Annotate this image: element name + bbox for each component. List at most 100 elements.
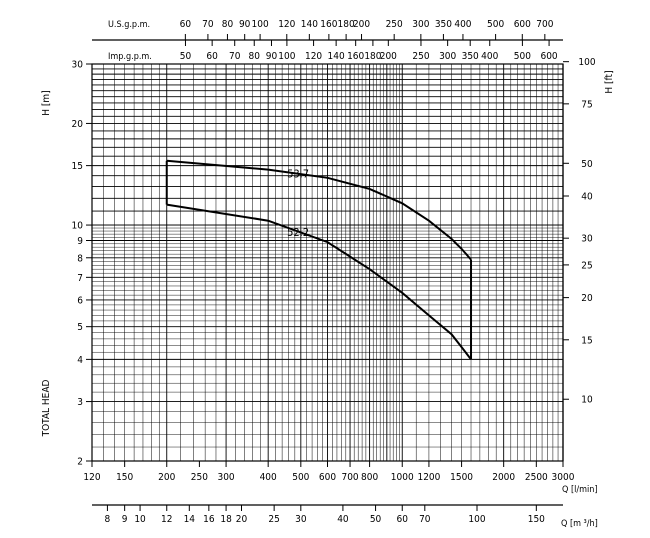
imp-gpm-tick-label: 100 xyxy=(278,51,295,62)
q-lmin-tick-label: 2000 xyxy=(492,472,515,483)
h-m-tick-label: 8 xyxy=(77,253,83,264)
h-m-tick-label: 5 xyxy=(77,322,83,333)
q-lmin-tick-label: 150 xyxy=(116,472,133,483)
imp-gpm-tick-label: 350 xyxy=(462,51,479,62)
total-head-label: TOTAL HEAD xyxy=(41,380,52,438)
q-m3h-tick-label: 25 xyxy=(268,514,279,525)
imp-gpm-tick-label: 160 xyxy=(347,51,364,62)
h-m-tick-label: 2 xyxy=(77,457,83,468)
us-gpm-tick-label: 250 xyxy=(386,19,403,30)
h-ft-tick-label: 40 xyxy=(581,192,593,203)
imp-gpm-tick-label: 90 xyxy=(266,51,278,62)
performance-curve-53-7 xyxy=(166,159,472,261)
us-gpm-tick-label: 600 xyxy=(514,19,531,30)
imp-gpm-tick-label: 180 xyxy=(364,51,381,62)
imp-gpm-tick-label: 140 xyxy=(328,51,345,62)
h-ft-tick-label: 10 xyxy=(581,395,593,406)
h-m-tick-label: 10 xyxy=(72,221,84,232)
q-m3h-axis-label: Q [m ³/h] xyxy=(561,519,598,529)
q-m3h-tick-label: 70 xyxy=(419,514,431,525)
us-gpm-tick-label: 70 xyxy=(202,19,214,30)
h-ft-tick-label: 50 xyxy=(581,159,593,170)
q-lmin-tick-label: 800 xyxy=(361,472,378,483)
q-m3h-tick-label: 30 xyxy=(295,514,307,525)
imp-gpm-tick-label: 60 xyxy=(206,51,218,62)
h-ft-tick-label: 25 xyxy=(581,260,592,271)
h-ft-tick-label: 100 xyxy=(578,57,595,68)
q-m3h-tick-label: 100 xyxy=(468,514,485,525)
imp-gpm-tick-label: 120 xyxy=(305,51,322,62)
h-ft-tick-label: 15 xyxy=(581,335,592,346)
q-m3h-tick-label: 8 xyxy=(105,514,111,525)
imp-gpm-tick-label: 500 xyxy=(514,51,531,62)
q-lmin-tick-label: 1500 xyxy=(450,472,473,483)
us-gpm-tick-label: 400 xyxy=(454,19,471,30)
us-gpm-tick-label: 100 xyxy=(252,19,269,30)
imp-gpm-tick-label: 600 xyxy=(540,51,557,62)
us-gpm-tick-label: 700 xyxy=(536,19,553,30)
us-gpm-tick-label: 60 xyxy=(180,19,192,30)
h-m-tick-label: 7 xyxy=(77,273,83,284)
imp-gpm-axis-label: Imp.g.p.m. xyxy=(108,52,152,62)
q-lmin-tick-label: 300 xyxy=(217,472,234,483)
us-gpm-tick-label: 120 xyxy=(278,19,295,30)
h-ft-tick-label: 75 xyxy=(581,99,592,110)
q-lmin-tick-label: 3000 xyxy=(552,472,575,483)
h-m-axis-label: H [m] xyxy=(41,90,52,115)
q-m3h-tick-label: 9 xyxy=(122,514,128,525)
q-lmin-tick-label: 200 xyxy=(158,472,175,483)
q-m3h-tick-label: 10 xyxy=(134,514,146,525)
h-m-tick-label: 9 xyxy=(77,236,83,247)
us-gpm-tick-label: 90 xyxy=(239,19,251,30)
us-gpm-tick-label: 500 xyxy=(487,19,504,30)
imp-gpm-tick-label: 250 xyxy=(412,51,429,62)
imp-gpm-tick-label: 300 xyxy=(439,51,456,62)
us-gpm-tick-label: 180 xyxy=(338,19,355,30)
h-m-tick-label: 6 xyxy=(77,295,83,306)
q-m3h-tick-label: 150 xyxy=(528,514,545,525)
q-m3h-tick-label: 16 xyxy=(203,514,215,525)
q-lmin-axis-label: Q [l/min] xyxy=(562,485,598,495)
q-m3h-tick-label: 14 xyxy=(184,514,196,525)
q-m3h-tick-label: 20 xyxy=(236,514,248,525)
us-gpm-tick-label: 160 xyxy=(320,19,337,30)
performance-curves: 53.7 52.2 xyxy=(165,159,473,361)
q-m3h-tick-label: 12 xyxy=(161,514,172,525)
us-gpm-tick-label: 350 xyxy=(435,19,452,30)
imp-gpm-tick-label: 400 xyxy=(481,51,498,62)
h-ft-axis-label: H [ft] xyxy=(604,70,615,93)
q-m3h-tick-label: 40 xyxy=(337,514,349,525)
curve-label: 53.7 xyxy=(287,167,309,180)
curve-label: 52.2 xyxy=(287,226,309,239)
h-m-tick-label: 3 xyxy=(77,397,83,408)
chart-grid xyxy=(92,64,563,461)
imp-gpm-tick-label: 200 xyxy=(380,51,397,62)
us-gpm-axis-label: U.S.g.p.m. xyxy=(108,20,150,30)
q-lmin-tick-label: 500 xyxy=(292,472,309,483)
q-m3h-tick-label: 50 xyxy=(370,514,382,525)
h-m-tick-label: 30 xyxy=(72,60,84,71)
q-lmin-tick-label: 1200 xyxy=(417,472,440,483)
h-m-tick-label: 20 xyxy=(72,119,84,130)
imp-gpm-tick-label: 70 xyxy=(229,51,241,62)
h-ft-tick-label: 30 xyxy=(581,234,593,245)
h-m-tick-label: 4 xyxy=(77,355,83,366)
h-m-tick-label: 15 xyxy=(72,161,83,172)
performance-curve-52-2 xyxy=(166,203,472,361)
us-gpm-tick-label: 140 xyxy=(301,19,318,30)
q-m3h-tick-label: 18 xyxy=(220,514,232,525)
q-lmin-tick-label: 600 xyxy=(319,472,336,483)
us-gpm-tick-label: 80 xyxy=(222,19,234,30)
q-lmin-tick-label: 700 xyxy=(341,472,358,483)
us-gpm-tick-label: 300 xyxy=(412,19,429,30)
q-lmin-tick-label: 1000 xyxy=(391,472,414,483)
q-lmin-tick-label: 250 xyxy=(191,472,208,483)
h-ft-tick-label: 20 xyxy=(581,293,593,304)
imp-gpm-tick-label: 50 xyxy=(180,51,192,62)
q-m3h-tick-label: 60 xyxy=(397,514,409,525)
us-gpm-tick-label: 200 xyxy=(353,19,370,30)
q-lmin-tick-label: 120 xyxy=(83,472,100,483)
q-lmin-tick-label: 2500 xyxy=(525,472,548,483)
